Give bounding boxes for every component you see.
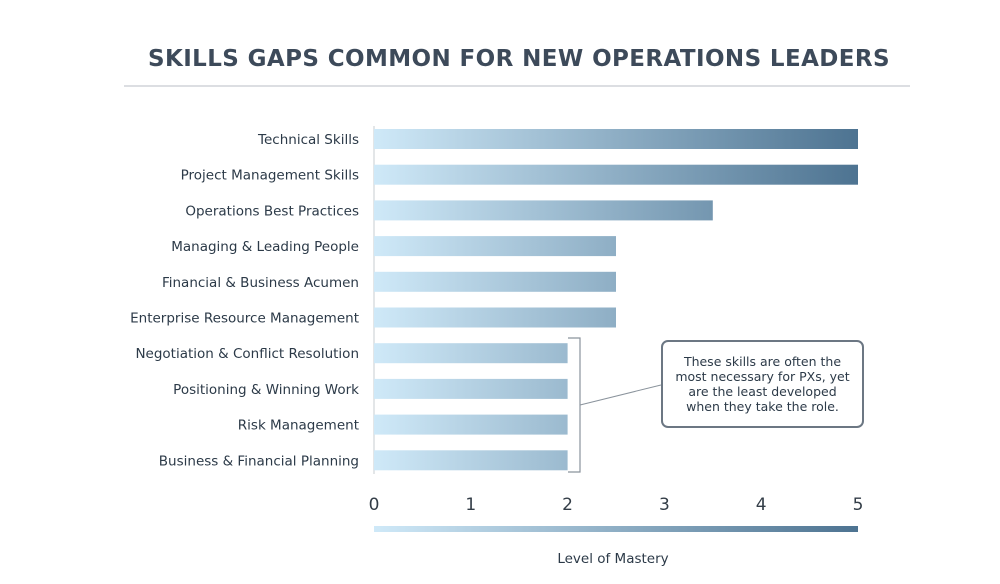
category-labels: Technical Skills Project Management Skill… (130, 132, 359, 469)
mastery-gradient-bar (374, 526, 858, 532)
bar (374, 236, 616, 257)
chart-title: SKILLS GAPS COMMON FOR NEW OPERATIONS LE… (148, 46, 890, 72)
category-label: Business & Financial Planning (159, 453, 359, 469)
bar (374, 450, 568, 471)
bar (374, 164, 858, 185)
x-tick-label: 1 (465, 495, 476, 515)
category-label: Managing & Leading People (171, 239, 359, 255)
category-label: Technical Skills (257, 132, 359, 148)
x-tick-label: 0 (369, 495, 380, 515)
category-label: Positioning & Winning Work (173, 382, 359, 398)
category-label: Negotiation & Conflict Resolution (135, 346, 359, 362)
bar (374, 271, 616, 292)
bar (374, 200, 713, 221)
x-axis-label: Level of Mastery (557, 551, 668, 567)
annotation-callout: These skills are often the most necessar… (661, 340, 864, 428)
annotation-bracket (568, 337, 581, 473)
x-tick-label: 4 (756, 495, 767, 515)
category-label: Project Management Skills (181, 168, 359, 184)
bars-group (374, 129, 858, 471)
x-tick-labels: 0 1 2 3 4 5 (369, 495, 864, 515)
bar (374, 129, 858, 149)
x-tick-label: 5 (853, 495, 864, 515)
category-label: Risk Management (238, 418, 359, 434)
x-tick-label: 2 (562, 495, 573, 515)
category-label: Financial & Business Acumen (162, 275, 359, 291)
bar (374, 414, 568, 435)
annotation-text: These skills are often the most necessar… (675, 354, 850, 414)
x-tick-label: 3 (659, 495, 670, 515)
annotation-leader-line (579, 384, 662, 406)
bar (374, 378, 568, 399)
category-label: Enterprise Resource Management (130, 311, 359, 327)
bar (374, 343, 568, 364)
bar (374, 307, 616, 328)
category-label: Operations Best Practices (185, 203, 359, 219)
